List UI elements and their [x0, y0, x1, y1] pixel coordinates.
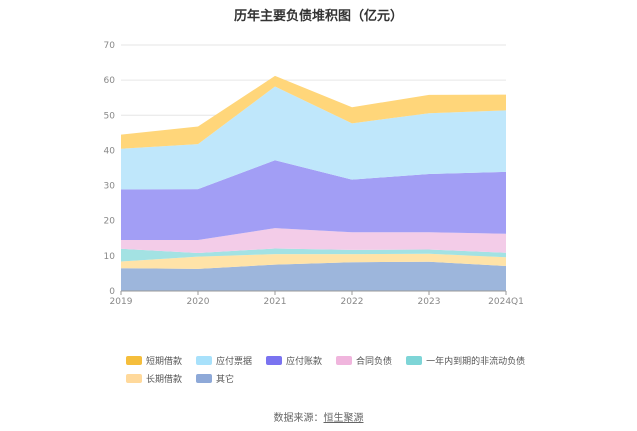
y-tick-label: 0: [109, 287, 115, 297]
y-tick-label: 60: [104, 76, 116, 86]
legend-row: 长期借款 其它: [126, 372, 546, 385]
legend-label: 长期借款: [146, 375, 183, 385]
legend-label: 短期借款: [146, 357, 183, 367]
x-tick-label: 2023: [418, 297, 441, 307]
area-应付账款: [121, 160, 506, 240]
x-tick-label: 2024Q1: [488, 297, 524, 307]
legend-item[interactable]: 应付票据: [196, 354, 252, 367]
legend-item[interactable]: 一年内到期的非流动负债: [406, 354, 525, 367]
legend-swatch: [196, 356, 213, 365]
area-一年内到期的非流动负债: [121, 248, 506, 262]
y-tick-label: 30: [104, 182, 116, 192]
legend-item[interactable]: 合同负债: [336, 354, 392, 367]
legend-swatch: [336, 356, 353, 365]
axes: 0 10 20 30 40 50 60 70 2019 2020 2021 2022 2023 2024Q…: [104, 41, 524, 307]
legend-item[interactable]: 应付账款: [266, 354, 322, 367]
legend-label: 一年内到期的非流动负债: [426, 357, 526, 367]
legend-swatch: [266, 356, 283, 365]
legend-swatch: [196, 374, 213, 383]
area-合同负债: [121, 228, 506, 253]
legend-label: 应付账款: [286, 357, 323, 367]
legend-swatch: [126, 356, 142, 365]
area-应付票据: [121, 86, 506, 190]
area-其它: [121, 261, 506, 291]
legend-swatch: [406, 356, 423, 365]
series-areas: [121, 75, 506, 291]
x-tick-label: 2022: [341, 297, 364, 307]
chart-title: 历年主要负债堆积图（亿元）: [233, 9, 403, 24]
y-tick-label: 70: [104, 41, 116, 51]
x-tick-label: 2020: [187, 297, 210, 307]
legend-swatch: [126, 374, 142, 383]
legend-label: 其它: [216, 375, 235, 385]
legend-item[interactable]: 短期借款: [126, 354, 182, 367]
x-tick-label: 2021: [264, 297, 287, 307]
area-长期借款: [121, 253, 506, 269]
legend-label: 应付票据: [216, 357, 253, 367]
legend-label: 合同负债: [356, 357, 393, 367]
y-tick-label: 50: [104, 111, 116, 121]
legend-row: 短期借款 应付票据 应付账款 合同负债 一年内到期的非流动负债: [126, 354, 546, 367]
source-prefix: 数据来源：: [273, 413, 324, 424]
y-tick-label: 10: [104, 252, 116, 262]
y-tick-label: 20: [104, 217, 116, 227]
x-tick-label: 2019: [110, 297, 133, 307]
y-tick-label: 40: [104, 146, 116, 156]
area-短期借款: [121, 75, 506, 149]
legend-item[interactable]: 长期借款: [126, 372, 182, 385]
legend-item[interactable]: 其它: [196, 372, 234, 385]
legend: 短期借款 应付票据 应付账款 合同负债 一年内到期的非流动负债 长期借款 其它: [126, 354, 546, 390]
source-link[interactable]: 恒生聚源: [323, 413, 364, 424]
source-note: 数据来源：恒生聚源: [0, 409, 637, 424]
